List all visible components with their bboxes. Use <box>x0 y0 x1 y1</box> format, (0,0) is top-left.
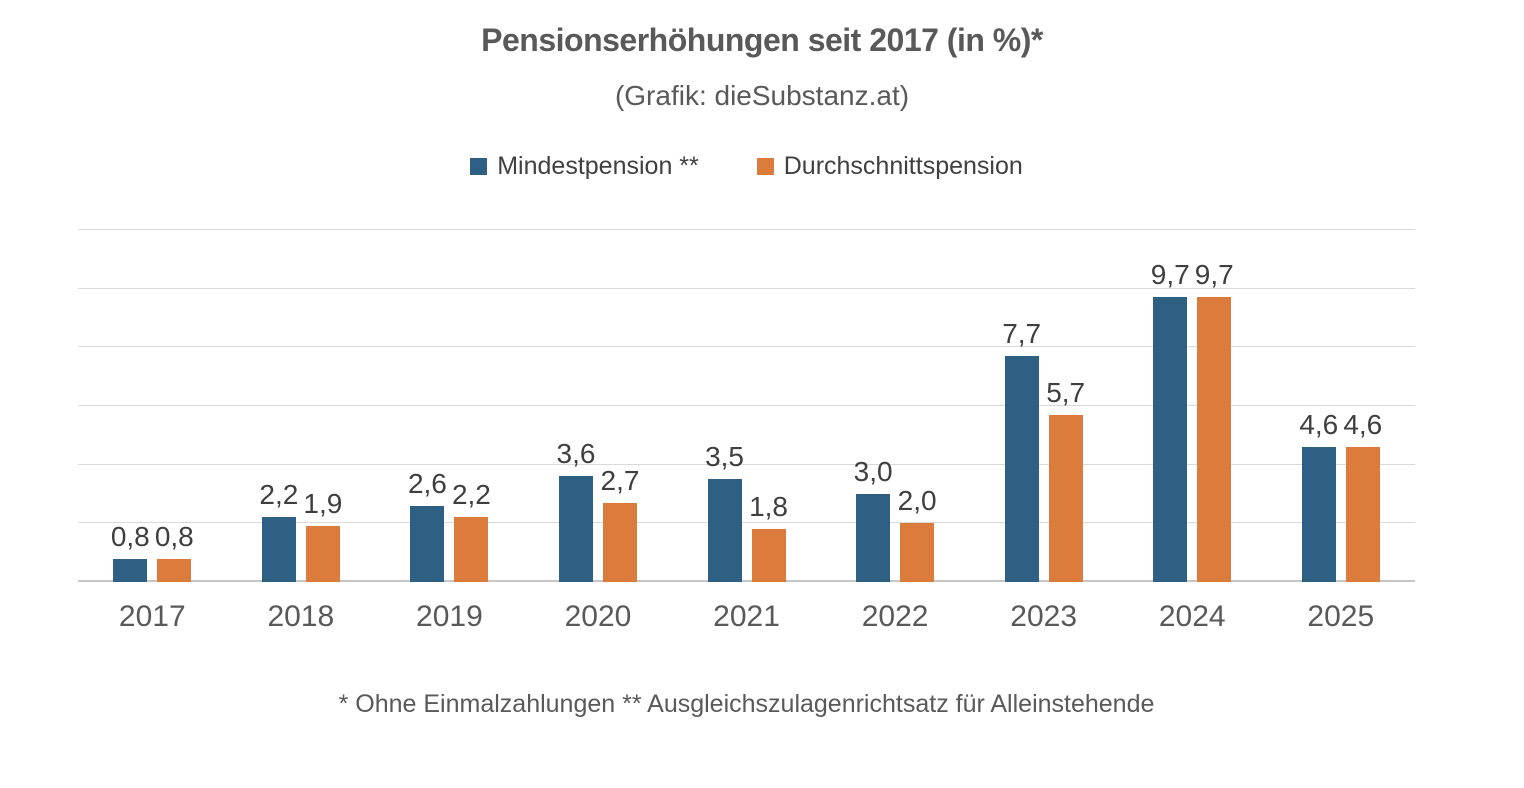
chart-footnote: * Ohne Einmalzahlungen ** Ausgleichszula… <box>338 690 1155 718</box>
x-axis: 2017 2018 2019 2020 2021 2022 2023 2024 2025 <box>78 600 1415 634</box>
bar-group-2020: 3,6 2,7 <box>524 230 673 582</box>
bar-value-label-mindestpension-2019: 2,6 <box>407 467 447 499</box>
legend-item-durchschnittspension: Durchschnittspension <box>756 151 1023 181</box>
bar-durchschnittspension-2023 <box>1048 414 1083 582</box>
gridline <box>78 405 1415 406</box>
bar-mindestpension-2018 <box>261 517 296 582</box>
legend-label-mindestpension: Mindestpension ** <box>497 151 699 180</box>
bar-group-2018: 2,2 1,9 <box>227 230 376 582</box>
x-axis-label-2018: 2018 <box>267 600 335 633</box>
chart-legend: Mindestpension ** Durchschnittspension <box>78 148 1415 184</box>
bar-value-label-durchschnittspension-2017: 0,8 <box>154 520 194 552</box>
bar-durchschnittspension-2021 <box>751 529 786 582</box>
bar-value-label-mindestpension-2022: 3,0 <box>853 456 893 487</box>
bar-value-label-durchschnittspension-2019: 2,2 <box>451 479 491 511</box>
bar-value-label-durchschnittspension-2020: 2,7 <box>600 464 640 496</box>
chart-subtitle: (Grafik: dieSubstanz.at) <box>614 80 910 111</box>
bar-mindestpension-2021 <box>707 479 742 582</box>
bar-group-2023: 7,7 5,7 <box>969 230 1118 582</box>
x-axis-label-2023: 2023 <box>1010 600 1078 633</box>
bar-mindestpension-2023 <box>1004 356 1039 582</box>
bar-value-label-mindestpension-2024: 9,7 <box>1150 259 1190 291</box>
bar-durchschnittspension-2024 <box>1197 297 1232 582</box>
x-axis-label-2025: 2025 <box>1307 600 1375 633</box>
bar-value-label-mindestpension-2017: 0,8 <box>110 520 150 552</box>
x-axis-label-2017: 2017 <box>118 600 186 633</box>
bar-value-label-durchschnittspension-2024: 9,7 <box>1194 259 1234 291</box>
bar-value-label-durchschnittspension-2023: 5,7 <box>1046 376 1086 408</box>
bar-durchschnittspension-2022 <box>900 523 935 582</box>
bar-value-label-mindestpension-2020: 3,6 <box>556 438 596 470</box>
bar-value-label-mindestpension-2023: 7,7 <box>1002 318 1042 350</box>
gridline <box>78 229 1415 230</box>
bar-group-2017: 0,8 0,8 <box>78 230 227 582</box>
bar-group-2021: 3,5 1,8 <box>672 230 821 582</box>
bar-value-label-mindestpension-2025: 4,6 <box>1299 409 1339 441</box>
x-axis-line <box>78 580 1415 582</box>
bar-value-label-mindestpension-2021: 3,5 <box>705 441 744 473</box>
legend-label-durchschnittspension: Durchschnittspension <box>783 151 1023 180</box>
bar-mindestpension-2025 <box>1301 447 1336 582</box>
x-axis-label-2021: 2021 <box>713 600 780 633</box>
bar-group-2024: 9,7 9,7 <box>1118 230 1267 582</box>
bar-group-2022: 3,0 2,0 <box>821 230 970 582</box>
bar-mindestpension-2020 <box>558 476 593 582</box>
bar-value-label-mindestpension-2018: 2,2 <box>259 479 299 511</box>
bar-durchschnittspension-2020 <box>602 502 637 582</box>
bar-mindestpension-2017 <box>113 558 148 582</box>
bar-value-label-durchschnittspension-2025: 4,6 <box>1343 409 1383 441</box>
gridline <box>78 346 1415 348</box>
bar-durchschnittspension-2025 <box>1345 447 1380 582</box>
legend-item-mindestpension: Mindestpension ** <box>470 152 699 181</box>
bar-group-2019: 2,6 2,2 <box>375 230 524 582</box>
plot-area: 0,8 0,8 2,2 1,9 2,6 2,2 3,6 2,7 3,5 1,8 3,0 2,0 7,7 5… <box>78 229 1416 582</box>
gridline <box>78 522 1415 524</box>
bar-value-label-durchschnittspension-2018: 1,9 <box>303 488 343 520</box>
x-axis-label-2024: 2024 <box>1158 600 1226 633</box>
bar-mindestpension-2019 <box>410 505 445 582</box>
gridline <box>78 287 1415 289</box>
x-axis-label-2020: 2020 <box>564 600 632 633</box>
bar-group-2025: 4,6 4,6 <box>1267 230 1416 582</box>
bar-durchschnittspension-2018 <box>305 526 340 582</box>
bar-durchschnittspension-2017 <box>157 558 192 582</box>
chart-title: Pensionserhöhungen seit 2017 (in %)* <box>481 22 1043 58</box>
bar-value-label-durchschnittspension-2022: 2,0 <box>897 485 937 517</box>
bar-mindestpension-2022 <box>856 494 891 582</box>
bar-value-label-durchschnittspension-2021: 1,8 <box>749 491 788 523</box>
legend-swatch-durchschnittspension-icon <box>756 157 774 175</box>
bar-durchschnittspension-2019 <box>454 517 489 582</box>
gridline <box>78 463 1415 465</box>
legend-swatch-mindestpension-icon <box>470 157 488 175</box>
bar-mindestpension-2024 <box>1153 297 1188 582</box>
x-axis-label-2022: 2022 <box>861 600 929 633</box>
x-axis-label-2019: 2019 <box>416 600 483 633</box>
